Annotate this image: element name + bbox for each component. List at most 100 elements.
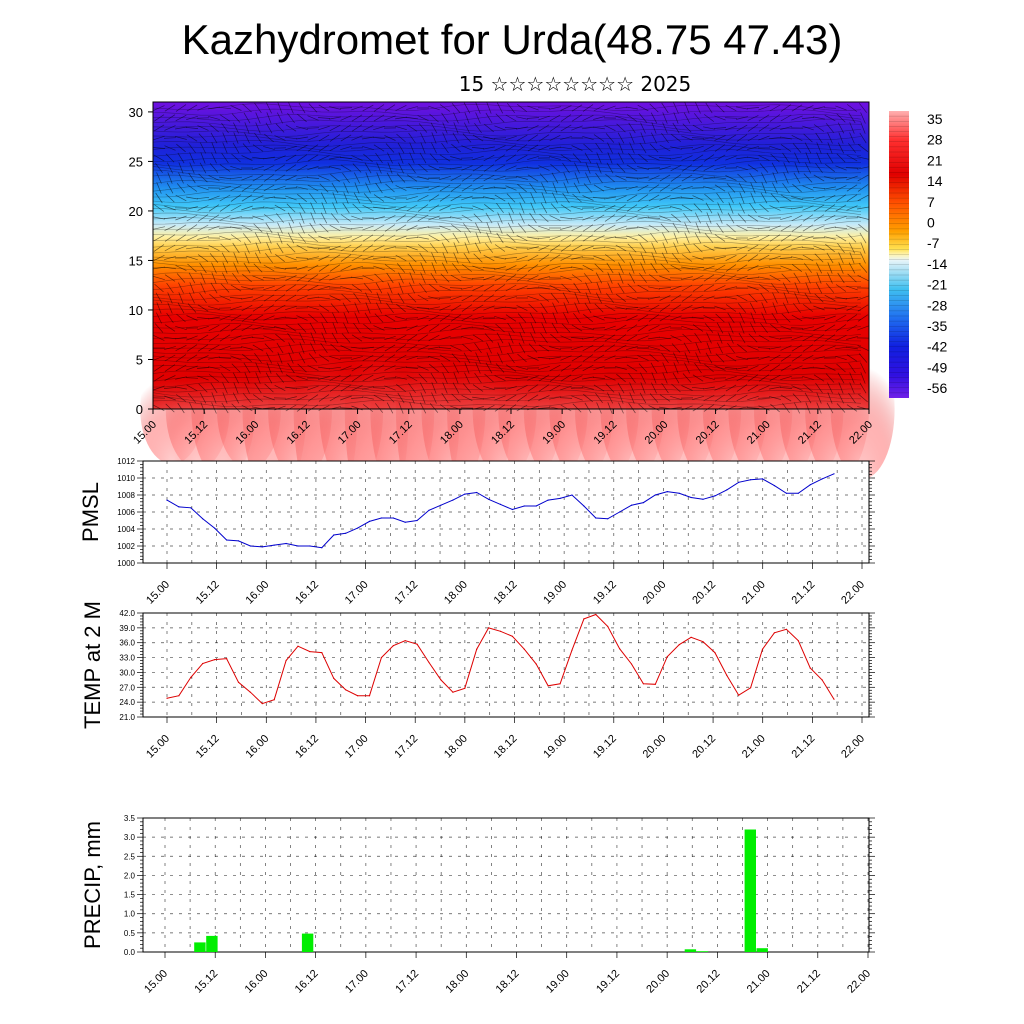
wind-barb: [153, 154, 165, 162]
wind-barb: [307, 274, 319, 282]
wind-barb: [494, 315, 506, 321]
wind-barb: [714, 144, 726, 152]
wind-barb: [571, 324, 583, 332]
wind-barb: [450, 325, 462, 331]
wind-barb: [351, 244, 363, 252]
wind-barb: [230, 335, 242, 341]
wind-barb: [704, 363, 714, 373]
wind-barb: [803, 133, 813, 143]
wind-barb: [263, 315, 275, 321]
wind-barb: [241, 194, 253, 202]
wind-barb: [538, 294, 550, 302]
wind-barb: [189, 402, 195, 414]
wind-barb: [582, 245, 594, 251]
wind-barb: [794, 282, 800, 294]
wind-barb: [317, 247, 331, 249]
wind-barb: [571, 104, 583, 112]
wind-barb: [780, 364, 792, 372]
wind-barb: [540, 302, 548, 314]
wind-barb: [266, 232, 272, 244]
wind-barb: [714, 404, 726, 412]
wind-barb: [846, 354, 858, 362]
wind-barb: [680, 147, 694, 149]
wind-barb: [827, 132, 833, 144]
isoline: [152, 374, 862, 383]
wind-barb: [749, 302, 757, 314]
wind-barb: [538, 374, 550, 382]
isoline: [152, 138, 862, 147]
wind-barb: [673, 112, 679, 124]
wind-barb: [486, 232, 492, 244]
wind-barb: [625, 356, 639, 360]
wind-barb: [560, 355, 572, 361]
data-point: [809, 667, 811, 669]
wind-barb: [164, 125, 176, 131]
wind-barb: [648, 155, 660, 161]
wind-barb: [824, 204, 836, 212]
wind-barb: [241, 404, 253, 412]
wind-barb: [417, 186, 429, 190]
wind-barb: [420, 132, 426, 144]
wind-barb: [263, 146, 275, 150]
wind-barb: [308, 353, 318, 363]
wind-barb: [815, 282, 823, 294]
wind-barb: [827, 392, 833, 404]
wind-barb: [176, 183, 186, 193]
wind-barb: [570, 387, 584, 389]
wind-barb: [593, 214, 605, 222]
wind-barb: [845, 296, 859, 300]
wind-barb: [758, 266, 770, 270]
wind-barb: [397, 142, 405, 154]
wind-barb: [197, 304, 209, 312]
wind-barb: [296, 144, 308, 152]
wind-barb: [453, 242, 459, 254]
isoline: [152, 133, 862, 142]
wind-barb: [431, 382, 437, 394]
wind-barb: [527, 174, 539, 182]
wind-barb: [165, 153, 175, 163]
y-tick-label: 5: [136, 352, 143, 367]
wind-barb: [801, 247, 815, 249]
wind-barb: [320, 212, 328, 224]
wind-barb: [803, 173, 813, 183]
wind-barb: [728, 322, 734, 334]
wind-barb: [175, 394, 187, 402]
wind-barb: [703, 244, 715, 252]
wind-barb: [221, 272, 229, 284]
data-point: [785, 492, 788, 494]
wind-barb: [343, 312, 349, 324]
wind-barb: [857, 216, 869, 220]
wind-barb: [365, 172, 371, 184]
wind-barb: [593, 126, 605, 130]
wind-barb: [208, 195, 220, 201]
wind-barb: [221, 122, 229, 134]
wind-barb: [837, 272, 845, 284]
wind-barb: [451, 393, 461, 403]
wind-barb: [739, 312, 745, 324]
wind-barb: [759, 163, 769, 173]
wind-barb: [571, 114, 583, 122]
wind-barb: [505, 165, 517, 171]
data-point: [630, 504, 633, 506]
wind-barb: [858, 393, 868, 403]
wind-barb: [541, 312, 547, 324]
wind-barb: [253, 263, 263, 273]
precip-bar: [696, 951, 709, 952]
wind-barb: [725, 144, 737, 152]
x-tick-label: 16.12: [293, 579, 321, 607]
wind-barb: [176, 273, 186, 283]
wind-barb: [593, 255, 605, 261]
wind-barb: [439, 205, 451, 211]
wind-barb: [505, 154, 517, 162]
wind-barb: [736, 144, 748, 152]
wind-barb: [373, 265, 385, 271]
wind-barb: [285, 164, 297, 172]
wind-barb: [453, 372, 459, 384]
wind-barb: [274, 304, 286, 312]
wind-barb: [659, 314, 671, 322]
wind-barb: [429, 403, 439, 413]
ticks: [137, 460, 875, 569]
wind-barb: [791, 134, 803, 142]
data-point: [476, 648, 478, 650]
wind-barb: [307, 296, 319, 300]
